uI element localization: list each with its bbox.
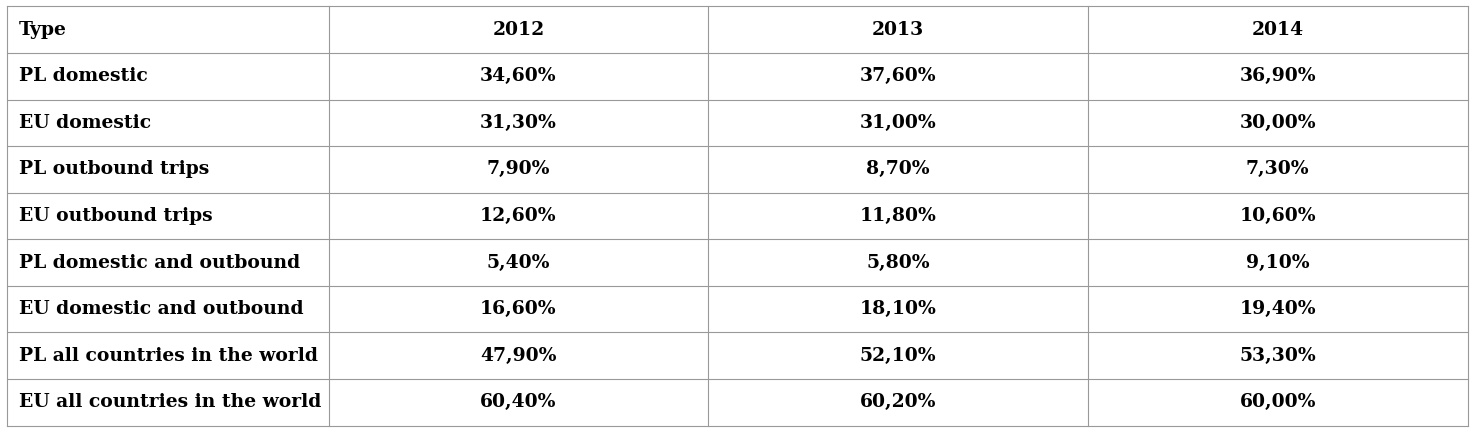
Text: 12,60%: 12,60% bbox=[481, 207, 556, 225]
Text: 52,10%: 52,10% bbox=[860, 346, 937, 365]
Text: 5,40%: 5,40% bbox=[487, 254, 550, 272]
Text: 11,80%: 11,80% bbox=[860, 207, 937, 225]
Text: 2013: 2013 bbox=[872, 21, 925, 39]
Text: Type: Type bbox=[19, 21, 66, 39]
Text: 10,60%: 10,60% bbox=[1239, 207, 1316, 225]
Text: 5,80%: 5,80% bbox=[866, 254, 929, 272]
Text: 31,30%: 31,30% bbox=[479, 114, 558, 132]
Text: 7,30%: 7,30% bbox=[1246, 160, 1310, 178]
Text: 30,00%: 30,00% bbox=[1239, 114, 1316, 132]
Text: 7,90%: 7,90% bbox=[487, 160, 550, 178]
Text: 34,60%: 34,60% bbox=[481, 67, 556, 86]
Text: 9,10%: 9,10% bbox=[1246, 254, 1310, 272]
Text: 53,30%: 53,30% bbox=[1239, 346, 1316, 365]
Text: 37,60%: 37,60% bbox=[860, 67, 937, 86]
Text: EU domestic: EU domestic bbox=[19, 114, 152, 132]
Text: 36,90%: 36,90% bbox=[1239, 67, 1316, 86]
Text: 2012: 2012 bbox=[493, 21, 544, 39]
Text: 47,90%: 47,90% bbox=[481, 346, 556, 365]
Text: EU outbound trips: EU outbound trips bbox=[19, 207, 212, 225]
Text: 18,10%: 18,10% bbox=[860, 300, 937, 318]
Text: 19,40%: 19,40% bbox=[1239, 300, 1316, 318]
Text: EU domestic and outbound: EU domestic and outbound bbox=[19, 300, 304, 318]
Text: 60,40%: 60,40% bbox=[481, 393, 556, 411]
Text: PL domestic and outbound: PL domestic and outbound bbox=[19, 254, 301, 272]
Text: 2014: 2014 bbox=[1252, 21, 1304, 39]
Text: 16,60%: 16,60% bbox=[481, 300, 556, 318]
Text: 60,00%: 60,00% bbox=[1239, 393, 1316, 411]
Text: PL domestic: PL domestic bbox=[19, 67, 148, 86]
Text: 31,00%: 31,00% bbox=[860, 114, 937, 132]
Text: PL outbound trips: PL outbound trips bbox=[19, 160, 209, 178]
Text: PL all countries in the world: PL all countries in the world bbox=[19, 346, 319, 365]
Text: EU all countries in the world: EU all countries in the world bbox=[19, 393, 322, 411]
Text: 60,20%: 60,20% bbox=[860, 393, 937, 411]
Text: 8,70%: 8,70% bbox=[866, 160, 929, 178]
